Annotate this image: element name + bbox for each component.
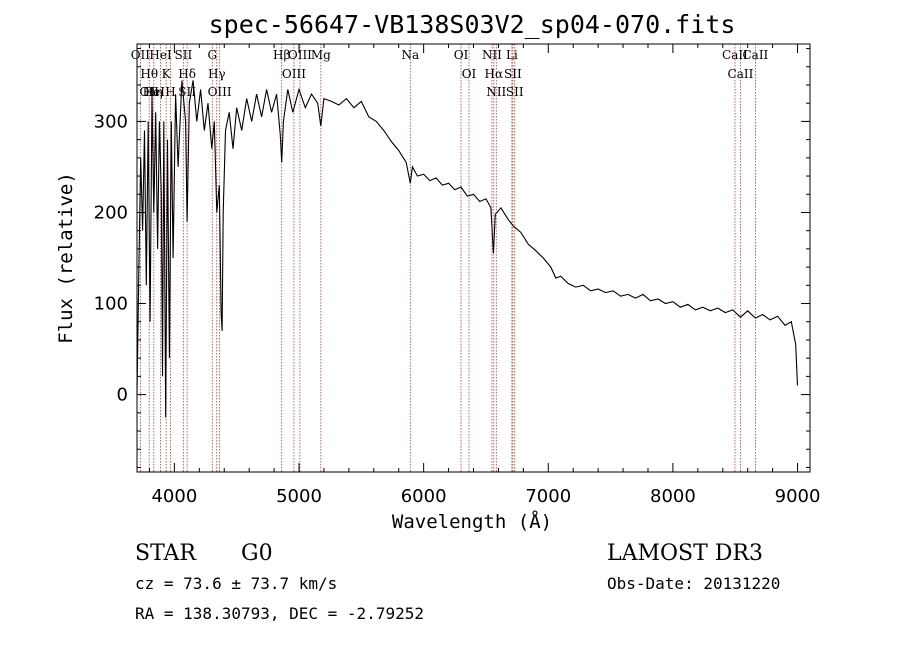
spectral-line-label: Hθ [140,67,158,81]
x-tick-label: 6000 [401,486,447,507]
spectral-line-label: Mg [311,48,331,62]
star-label: STAR [135,541,197,566]
spectral-line-label: HeI [149,48,172,62]
y-tick-label: 300 [94,111,128,132]
spectral-line-markers [139,44,756,472]
chart-title: spec-56647-VB138S03V2_sp04-070.fits [209,10,736,39]
spectral-line-label: Hγ [208,67,226,81]
x-tick-label: 5000 [276,486,322,507]
y-tick-label: 100 [94,294,128,315]
spectral-line-label: SII [504,67,522,81]
x-axis-label: Wavelength (Å) [392,510,552,533]
spectral-type: G0 [241,541,273,566]
x-tick-label: 9000 [775,486,821,507]
spectral-line-label: CaII [742,48,768,62]
y-axis-label: Flux (relative) [55,172,77,344]
spectrum-line [136,80,799,418]
spectral-line-label: Hβ [273,48,290,62]
spectral-line-label: OI [454,48,469,62]
plot-frame [136,43,811,473]
spectral-line-label: OII [131,48,151,62]
y-tick-label: 200 [94,202,128,223]
obs-date: Obs-Date: 20131220 [607,574,780,593]
spectral-line-label: OIII [282,67,306,81]
spectral-line-label: G [207,48,217,62]
spectral-line-label: SII [175,48,193,62]
x-tick-label: 8000 [650,486,696,507]
spectral-line-label: Li [506,48,518,62]
axis-ticks: 4000 5000 6000 7000 8000 9000 0 100 200 300 [94,44,821,507]
spectral-line-label: Hα [485,67,504,81]
spectral-line-label: NII [482,48,502,62]
spectral-line-label: HeI [143,85,166,99]
spectral-line-label: Na [401,48,419,62]
spectral-line-label: OI [462,67,477,81]
spectral-line-label: K [162,67,172,81]
x-tick-label: 7000 [525,486,571,507]
spectral-line-label: OII [140,85,160,99]
y-tick-label: 0 [117,385,128,406]
spectral-line-label: SII [506,85,524,99]
spectral-line-label: Hδ [178,67,196,81]
survey-name: LAMOST DR3 [607,541,763,566]
spectral-line-label: CaII [722,48,748,62]
spectral-line-label: OIII [208,85,232,99]
spectral-line-label: Hη [145,85,163,99]
spectral-line-label: CaII [728,67,754,81]
spectral-line-labels: OIIHθOIIHeIHηHeIKHSIIHδSIIGHγOIIIHβOIIIO… [131,48,769,99]
spectral-line-label: H [165,85,175,99]
spectral-line-label: OIII [288,48,312,62]
x-tick-label: 4000 [151,486,197,507]
ra-dec: RA = 138.30793, DEC = -2.79252 [135,604,424,623]
redshift-cz: cz = 73.6 ± 73.7 km/s [135,574,337,593]
spectral-line-label: NII [486,85,506,99]
